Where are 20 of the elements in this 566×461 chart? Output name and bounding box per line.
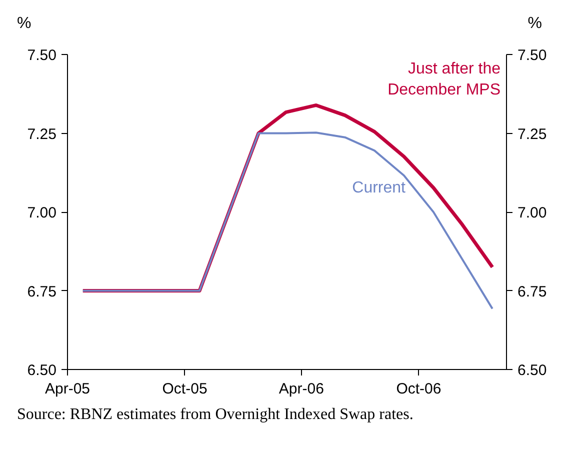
source-note: Source: RBNZ estimates from Overnight Indexed Swap rates. [16,405,414,425]
x-tick-label: Oct-06 [396,380,442,398]
y2-tick-label: 7.00 [518,204,547,222]
y-axis-title: % [17,14,32,34]
x-tick-label: Apr-05 [44,380,90,398]
series-label: Current [352,180,406,196]
y2-tick-label: 7.50 [518,47,547,64]
y2-tick-label: 6.75 [518,283,547,300]
text: Just after the December MPS [388,60,501,98]
y-tick-label: 7.25 [27,126,57,143]
x-tick-label: Oct-05 [162,380,208,398]
x-tick-label: Apr-06 [278,380,324,398]
y-tick-label: 7.00 [27,204,57,222]
line-series [82,132,494,310]
y2-axis-title: % [528,14,542,34]
y-tick-label: 6.75 [27,283,57,300]
y-tick-label: 7.50 [27,47,57,64]
y-tick-label: 6.50 [27,362,57,379]
y2-tick-label: 6.50 [518,362,547,379]
y2-tick-label: 7.25 [518,126,547,143]
